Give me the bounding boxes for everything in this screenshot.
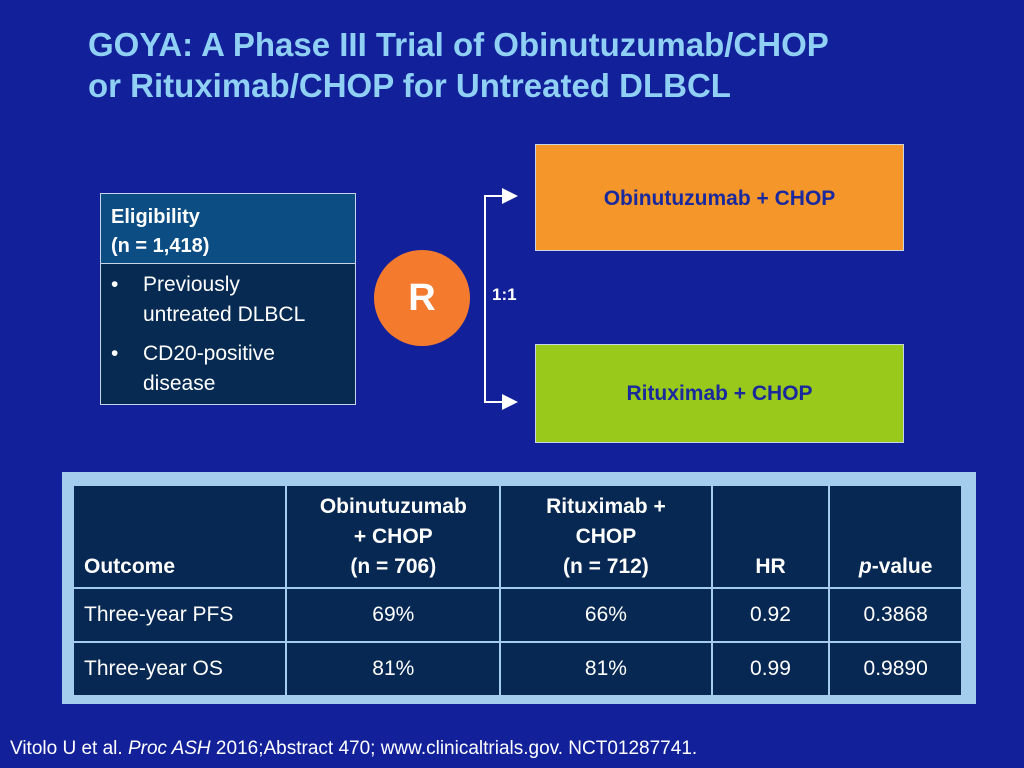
header-hr: HR: [710, 484, 831, 589]
citation-authors: Vitolo U et al.: [10, 738, 128, 759]
slide-title: GOYA: A Phase III Trial of Obinutuzumab/…: [88, 24, 988, 106]
cell-hr: 0.92: [710, 587, 831, 643]
criterion-text: Previously untreated DLBCL: [143, 270, 345, 330]
cell-rituximab: 66%: [499, 587, 713, 643]
header-obinutuzumab: Obinutuzumab + CHOP (n = 706): [285, 484, 502, 589]
eligibility-box: Eligibility (n = 1,418) • Previously unt…: [100, 193, 356, 405]
header-text: CHOP: [575, 525, 637, 548]
table-row: Three-year PFS 69% 66% 0.92 0.3868: [71, 587, 963, 643]
criterion-line: disease: [143, 372, 216, 395]
eligibility-criteria: • Previously untreated DLBCL • CD20-posi…: [101, 264, 355, 399]
results-table: Outcome Obinutuzumab + CHOP (n = 706) Ri…: [71, 484, 963, 697]
criterion-line: untreated DLBCL: [143, 303, 306, 326]
bullet-icon: •: [111, 273, 119, 296]
rituximab-arm-box: Rituximab + CHOP: [535, 344, 904, 443]
criterion-line: CD20-positive: [143, 342, 275, 365]
cell-obinutuzumab: 81%: [285, 641, 502, 697]
header-p-value: p-value: [828, 484, 963, 589]
cell-p-value: 0.9890: [828, 641, 963, 697]
header-outcome: Outcome: [71, 484, 288, 589]
header-text: -value: [871, 555, 933, 578]
table-row: Three-year OS 81% 81% 0.99 0.9890: [71, 641, 963, 697]
bullet-icon: •: [111, 342, 119, 365]
header-text: Obinutuzumab: [319, 495, 467, 518]
criterion-item: • CD20-positive disease: [111, 339, 345, 399]
header-text: + CHOP: [353, 525, 433, 548]
cell-hr: 0.99: [710, 641, 831, 697]
slide-title-line-2: or Rituximab/CHOP for Untreated DLBCL: [88, 67, 731, 104]
randomization-circle: R: [374, 250, 470, 346]
criterion-item: • Previously untreated DLBCL: [111, 270, 345, 330]
obinutuzumab-arm-box: Obinutuzumab + CHOP: [535, 144, 904, 251]
cell-obinutuzumab: 69%: [285, 587, 502, 643]
randomization-label: R: [408, 276, 436, 319]
citation-footer: Vitolo U et al. Proc ASH 2016;Abstract 4…: [10, 738, 697, 760]
cell-outcome: Three-year PFS: [71, 587, 288, 643]
header-text: Rituximab +: [546, 495, 666, 518]
header-text: Outcome: [84, 555, 176, 578]
citation-journal: Proc ASH: [127, 738, 211, 759]
criterion-line: Previously: [143, 273, 240, 296]
citation-details: 2016;Abstract 470; www.clinicaltrials.go…: [210, 738, 698, 759]
cell-outcome: Three-year OS: [71, 641, 288, 697]
cell-p-value: 0.3868: [828, 587, 963, 643]
table-header-row: Outcome Obinutuzumab + CHOP (n = 706) Ri…: [71, 484, 963, 589]
header-text-italic: p: [858, 555, 872, 578]
header-text: (n = 712): [563, 555, 649, 578]
randomization-ratio: 1:1: [492, 285, 517, 304]
results-table-frame: Outcome Obinutuzumab + CHOP (n = 706) Ri…: [62, 472, 976, 704]
slide-title-line-1: GOYA: A Phase III Trial of Obinutuzumab/…: [88, 26, 829, 63]
cell-rituximab: 81%: [499, 641, 713, 697]
header-text: (n = 706): [350, 555, 437, 578]
rituximab-arm-label: Rituximab + CHOP: [626, 381, 813, 405]
header-text: HR: [755, 555, 786, 578]
eligibility-count: (n = 1,418): [111, 235, 210, 257]
criterion-text: CD20-positive disease: [143, 339, 345, 399]
eligibility-heading: Eligibility (n = 1,418): [101, 194, 355, 264]
eligibility-heading-label: Eligibility: [111, 206, 200, 228]
obinutuzumab-arm-label: Obinutuzumab + CHOP: [603, 187, 836, 210]
header-rituximab: Rituximab + CHOP (n = 712): [499, 484, 713, 589]
